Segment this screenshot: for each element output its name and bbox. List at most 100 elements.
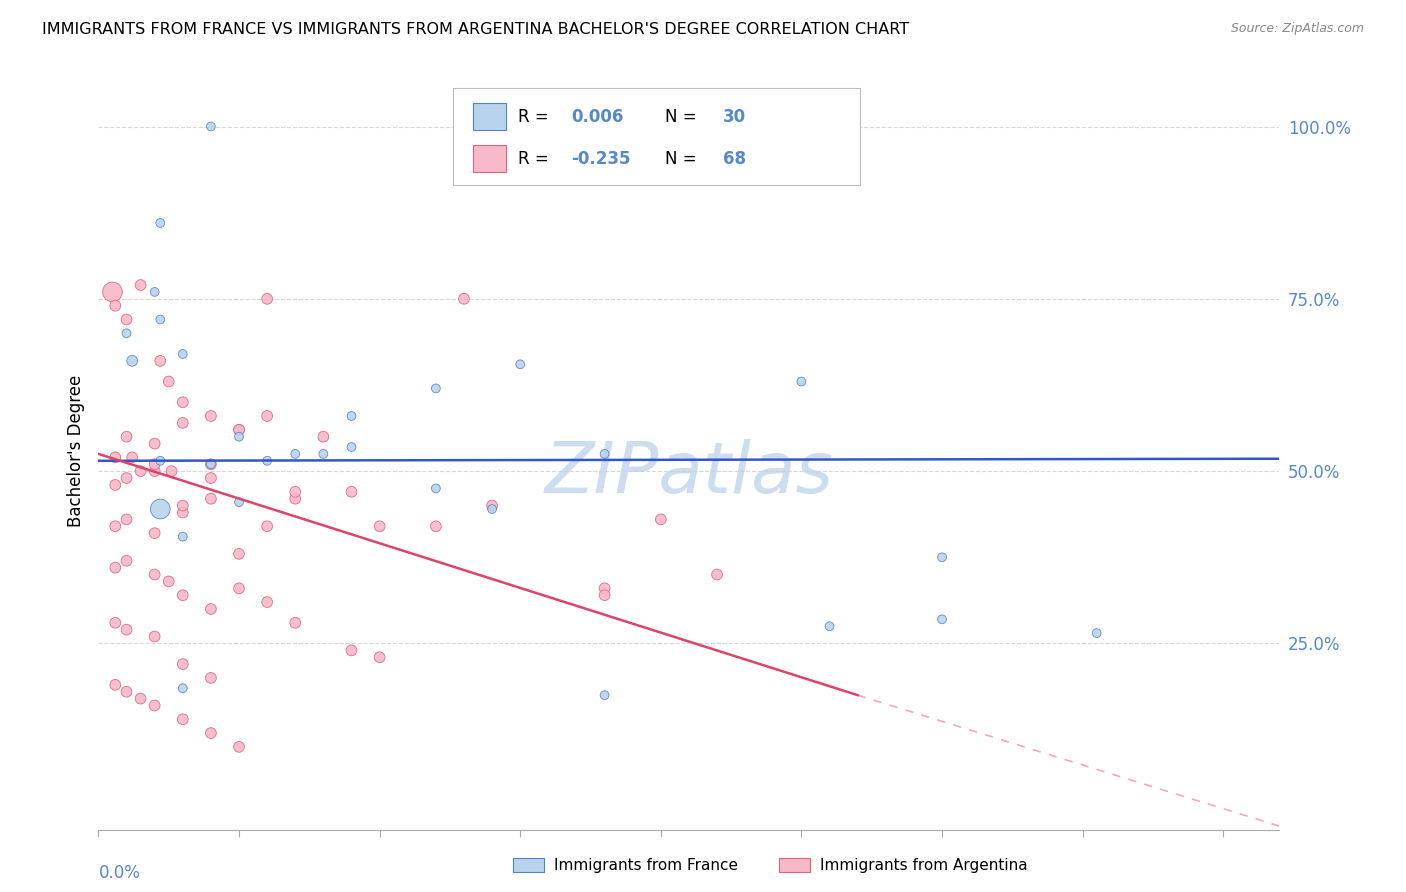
Point [104,615,127,630]
Point [129,464,152,478]
Point [593,688,616,702]
Point [104,478,127,492]
Point [425,381,447,395]
Point [200,457,222,471]
Point [256,454,278,468]
Point [706,567,728,582]
Point [143,464,166,478]
Point [284,491,307,506]
Text: R =: R = [517,108,554,126]
Point [312,430,335,444]
Point [200,671,222,685]
Point [256,409,278,423]
Text: N =: N = [665,150,702,168]
Text: 0.006: 0.006 [571,108,623,126]
Point [200,409,222,423]
Point [228,430,250,444]
Bar [472,145,506,172]
Point [104,450,127,465]
Point [104,678,127,692]
Point [509,357,531,371]
Point [143,698,166,713]
Point [284,615,307,630]
Point [368,519,391,533]
Point [172,347,194,361]
Point [157,375,180,389]
Point [115,554,138,568]
Point [149,354,172,368]
Point [172,395,194,409]
Point [931,612,953,626]
Point [200,491,222,506]
Point [481,502,503,516]
Point [115,512,138,526]
Point [143,630,166,644]
Text: -0.235: -0.235 [571,150,630,168]
Point [228,739,250,754]
Point [149,502,172,516]
Text: R =: R = [517,150,554,168]
Point [256,292,278,306]
Point [172,530,194,544]
Point [340,484,363,499]
Point [129,691,152,706]
Point [172,588,194,602]
Point [115,623,138,637]
Point [172,506,194,520]
Point [143,567,166,582]
Bar [779,858,810,872]
Point [104,519,127,533]
Point [157,574,180,589]
Point [143,285,166,299]
Point [593,447,616,461]
Point [228,423,250,437]
Point [340,643,363,657]
Point [104,560,127,574]
Point [284,447,307,461]
Point [149,216,172,230]
Point [160,464,183,478]
Point [149,454,172,468]
Point [115,430,138,444]
Point [172,657,194,672]
Point [312,447,335,461]
Point [818,619,841,633]
Point [340,440,363,454]
Point [172,416,194,430]
Text: N =: N = [665,108,702,126]
Text: IMMIGRANTS FROM FRANCE VS IMMIGRANTS FROM ARGENTINA BACHELOR'S DEGREE CORRELATIO: IMMIGRANTS FROM FRANCE VS IMMIGRANTS FRO… [42,22,910,37]
Point [228,582,250,596]
Point [115,471,138,485]
Point [593,588,616,602]
Point [650,512,672,526]
Text: Immigrants from Argentina: Immigrants from Argentina [820,858,1028,872]
Point [200,602,222,616]
Point [121,450,143,465]
Point [790,375,813,389]
Point [172,712,194,726]
Point [143,526,166,541]
Point [115,684,138,698]
Point [368,650,391,665]
Point [340,409,363,423]
Point [200,120,222,134]
Point [256,595,278,609]
Text: Source: ZipAtlas.com: Source: ZipAtlas.com [1230,22,1364,36]
Point [129,278,152,293]
Point [228,495,250,509]
Point [200,726,222,740]
Point [593,582,616,596]
Point [200,471,222,485]
Point [425,519,447,533]
Point [149,312,172,326]
Point [931,550,953,565]
FancyBboxPatch shape [453,88,860,186]
Point [115,312,138,326]
Point [115,326,138,341]
Point [200,457,222,471]
Point [228,423,250,437]
Point [284,484,307,499]
Bar [513,858,544,872]
Text: Immigrants from France: Immigrants from France [554,858,738,872]
Point [101,285,124,299]
